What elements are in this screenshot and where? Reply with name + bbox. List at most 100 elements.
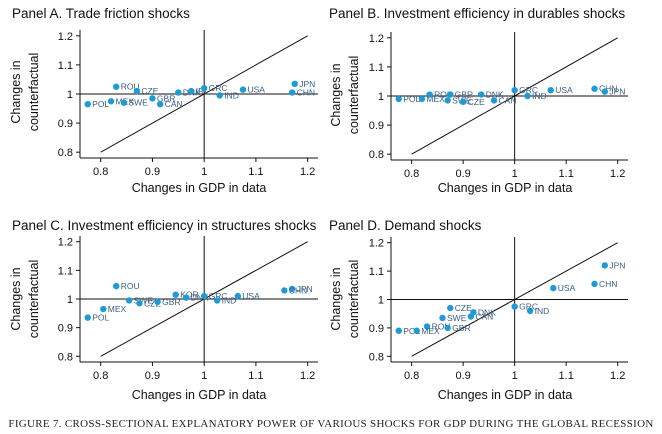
point-label-ind: IND [222,295,237,305]
point-label-pol: POL [92,313,109,323]
y-tick-label: 1 [378,91,384,103]
data-point-dnk [182,294,190,301]
x-axis-label: Changes in GDP in data [438,388,573,402]
point-label-dnk: DNK [191,293,209,303]
figure-caption: FIGURE 7. CROSS-SECTIONAL EXPLANATORY PO… [8,418,653,430]
data-point-jpn [601,262,609,269]
y-tick-label: 1.1 [369,62,384,74]
point-label-usa: USA [242,291,260,301]
panel-title: Panel C. Investment efficiency in struct… [12,218,317,233]
data-point-ind [524,92,531,100]
data-point-usa [234,292,242,300]
data-point-kor [172,291,179,298]
point-label-gbr: GBR [452,323,470,333]
data-point-grc [511,303,518,310]
x-tick-label: 0.9 [455,168,470,180]
data-point-swe [439,314,446,322]
point-label-chn: CHN [599,279,617,289]
data-point-usa [239,86,247,93]
point-label-ind: IND [535,306,550,316]
point-label-rou: ROU [121,281,140,291]
y-tick-label: 0.8 [58,351,73,363]
point-label-ind: IND [224,90,239,100]
plot-area: 0.80.911.11.20.80.911.11.2POLMEXROUGBRSW… [369,32,628,180]
y-tick-label: 0.8 [369,351,384,363]
y-tick-label: 0.8 [58,147,73,159]
y-axis-label-line2: counterfactual [347,260,361,339]
data-point-jpn [291,80,298,88]
data-point-grc [200,84,208,92]
panel-title: Panel B. Investment efficiency in durabl… [329,6,625,21]
data-point-gbr [149,95,156,102]
data-point-chn [591,85,598,92]
point-label-jpn: JPN [299,79,315,89]
data-point-ind [213,297,221,304]
data-point-cze [136,300,143,307]
data-point-gbr [444,324,451,332]
point-label-rou: ROU [121,82,140,92]
forty-five-degree-line [100,35,308,153]
data-point-ind [526,307,534,315]
x-tick-label: 0.8 [404,168,419,180]
data-point-pol [84,314,91,321]
point-label-mex: MEX [421,326,440,336]
x-axis-label: Changes in GDP in data [132,181,267,195]
x-tick-label: 1 [201,166,207,178]
x-tick-label: 0.9 [145,166,160,178]
data-point-rou [113,83,120,90]
point-label-jpn: JPN [609,260,625,270]
point-label-usa: USA [558,283,576,293]
data-point-ind [216,92,223,99]
forty-five-degree-line [411,242,618,357]
point-label-mex: MEX [108,304,127,314]
data-point-usa [550,284,557,292]
point-label-cze: CZE [468,97,485,107]
y-tick-label: 1 [67,89,73,101]
data-point-grc [511,86,518,94]
point-label-swe: SWE [134,295,154,305]
data-point-chn [281,287,288,294]
point-label-jpn: JPN [609,87,625,97]
point-label-chn: CHN [289,285,307,295]
point-label-usa: USA [247,85,265,95]
point-label-can: CAN [165,99,183,109]
point-label-usa: USA [555,85,573,95]
data-point-pol [395,327,402,334]
y-tick-label: 0.9 [58,118,73,130]
panel-title: Panel D. Demand shocks [329,218,482,233]
point-label-kor: KOR [180,290,198,300]
point-label-irl: IRL [196,86,210,96]
y-tick-label: 1.2 [369,238,384,250]
x-tick-label: 0.8 [93,370,108,382]
data-point-rou [113,282,120,290]
data-point-rou [423,323,431,330]
plot-area: 0.80.911.11.20.80.911.11.2ROUCZEPOLMEXSW… [58,30,318,178]
x-tick-label: 0.9 [145,370,160,382]
y-tick-label: 0.9 [369,323,384,335]
y-axis-label-line1: Changes in [329,267,343,330]
y-axis-label-line2: counterfactual [347,56,361,135]
x-tick-label: 0.9 [455,370,470,382]
data-point-dnk [477,91,485,98]
point-label-jpn: JPN [297,284,313,294]
y-tick-label: 1 [378,295,384,307]
data-point-usa [547,86,554,94]
point-label-gbr: GBR [162,297,180,307]
point-label-grc: GRC [209,83,228,93]
y-tick-label: 1 [67,294,73,306]
y-axis-label-line1: Changes in [329,63,343,126]
x-axis-label: Changes in GDP in data [132,388,267,402]
point-label-can: CAN [499,95,517,105]
data-point-cze [447,304,454,312]
x-tick-label: 1.1 [559,168,574,180]
data-point-mex [107,98,115,105]
data-point-cze [459,98,467,106]
point-label-rou: ROU [432,321,451,331]
y-tick-label: 0.9 [58,323,73,335]
data-point-can [467,313,475,320]
plot-area: 0.8 0.9 1 1.1 1.2 0.8 0.9 1 1.1 1.2 JPN CHN USA INDGR… [369,237,628,382]
y-tick-label: 1.1 [369,266,384,278]
x-tick-label: 1 [512,168,518,180]
y-tick-label: 1.2 [58,31,73,43]
point-label-swe: SWE [128,98,148,108]
